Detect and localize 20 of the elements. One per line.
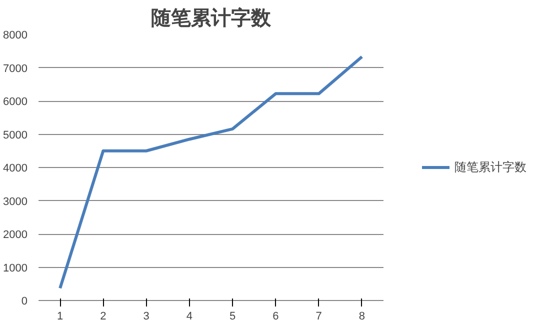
legend-label: 随笔累计字数 xyxy=(454,158,526,176)
x-tick-label: 4 xyxy=(186,310,193,322)
x-tick-label: 7 xyxy=(316,310,322,322)
x-tick-label: 6 xyxy=(272,310,279,322)
y-tick-label: 0 xyxy=(21,296,28,308)
x-tick-label: 3 xyxy=(143,310,150,322)
line-series xyxy=(58,55,364,290)
y-tick-label: 7000 xyxy=(3,62,28,75)
x-tick-label: 1 xyxy=(57,310,64,322)
y-tick-label: 5000 xyxy=(3,129,28,142)
x-tick-label: 2 xyxy=(100,310,106,322)
x-tick-label: 8 xyxy=(358,310,366,322)
y-tick-label: 6000 xyxy=(3,96,28,108)
y-tick-label: 2000 xyxy=(3,229,28,241)
x-tick-label: 5 xyxy=(230,310,236,322)
y-tick-label: 3000 xyxy=(3,196,28,208)
y-tick-label: 4000 xyxy=(3,162,28,174)
y-tick-label: 1000 xyxy=(3,262,28,274)
chart-title: 随笔累计字数 xyxy=(151,6,272,30)
y-tick-label: 8000 xyxy=(3,30,28,42)
